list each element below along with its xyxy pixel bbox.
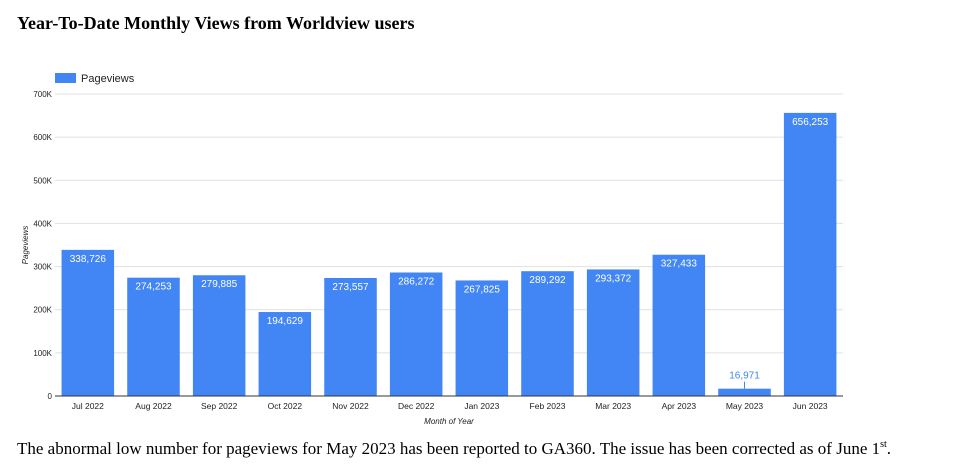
y-tick-label: 200K [33,306,52,315]
bar [783,112,837,396]
data-label: 267,825 [464,284,501,295]
legend-swatch [55,73,76,83]
page-title: Year-To-Date Monthly Views from Worldvie… [17,13,415,33]
bar [586,269,640,396]
bar-chart: 0 100K 200K 300K 400K 500K 600K 700K 338,726 274… [21,73,843,426]
data-label: 274,253 [135,282,172,293]
legend-label: Pageviews [81,73,135,85]
x-axis-ticks: Jul 2022 Aug 2022 Sep 2022 Oct 2022 Nov 2022… [72,401,828,411]
data-label: 656,253 [792,117,829,128]
y-tick-label: 600K [33,133,52,142]
x-tick-label: Apr 2023 [662,401,697,411]
x-tick-label: Feb 2023 [530,401,566,411]
y-tick-label: 0 [48,392,53,401]
data-labels: 338,726 274,253 279,885 194,629 273,557 286,2… [70,117,829,389]
x-tick-label: Aug 2022 [135,401,172,411]
bar [61,249,115,396]
data-label: 194,629 [267,316,304,327]
gridlines [55,93,843,354]
data-label: 338,726 [70,254,107,265]
footnote: The abnormal low number for pageviews fo… [17,439,891,459]
y-tick-label: 100K [33,349,52,358]
y-axis-ticks: 0 100K 200K 300K 400K 500K 600K 700K [33,90,52,401]
y-tick-label: 400K [33,219,52,228]
x-tick-label: May 2023 [726,401,764,411]
bar [652,254,706,396]
x-tick-label: Nov 2022 [332,401,369,411]
x-tick-label: Mar 2023 [595,401,631,411]
x-tick-label: Sep 2022 [201,401,238,411]
data-label: 327,433 [661,259,698,270]
y-tick-label: 700K [33,90,52,99]
y-axis-title: Pageviews [21,226,30,265]
x-axis-title: Month of Year [424,417,474,426]
x-tick-label: Jan 2023 [464,401,499,411]
footnote-text: The abnormal low number for pageviews fo… [17,439,881,458]
x-tick-label: Jun 2023 [793,401,828,411]
bar [324,277,377,396]
bar [389,272,443,396]
y-tick-label: 300K [33,263,52,272]
bar [521,271,574,396]
data-label: 273,557 [332,282,369,293]
x-tick-label: Dec 2022 [398,401,435,411]
footnote-superscript: st [880,439,887,450]
y-tick-label: 500K [33,176,52,185]
bar [127,277,180,396]
data-label: 289,292 [529,275,566,286]
bars [61,112,837,396]
legend[interactable]: Pageviews [55,73,135,85]
data-label: 293,372 [595,273,632,284]
data-label: 286,272 [398,276,435,287]
x-tick-label: Jul 2022 [72,401,104,411]
footnote-end: . [886,439,892,458]
data-label: 16,971 [729,371,760,382]
bar [455,280,509,396]
bar [718,388,771,396]
bar [258,312,312,396]
data-label: 279,885 [201,279,238,290]
bar [192,275,246,396]
x-tick-label: Oct 2022 [268,401,303,411]
